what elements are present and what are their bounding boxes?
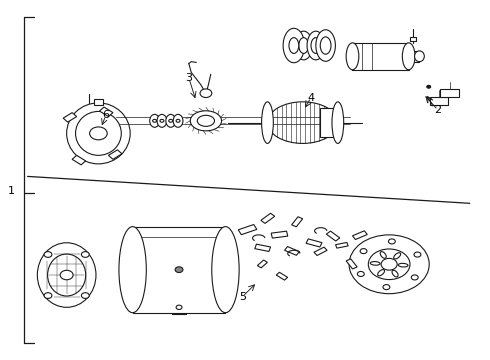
Bar <box>261 213 275 224</box>
Bar <box>108 150 122 159</box>
Circle shape <box>153 120 157 122</box>
Bar <box>352 43 409 70</box>
Ellipse shape <box>283 28 305 63</box>
Bar <box>271 231 288 238</box>
Circle shape <box>169 120 172 122</box>
Ellipse shape <box>295 31 313 60</box>
Text: 4: 4 <box>307 93 315 103</box>
Ellipse shape <box>173 114 183 127</box>
Ellipse shape <box>311 38 320 53</box>
Circle shape <box>44 252 52 257</box>
Bar <box>238 225 257 235</box>
Ellipse shape <box>299 38 309 53</box>
Text: 1: 1 <box>8 186 15 196</box>
Circle shape <box>81 293 89 298</box>
Circle shape <box>90 127 107 140</box>
Ellipse shape <box>48 254 86 296</box>
Ellipse shape <box>320 37 331 54</box>
Bar <box>430 97 448 105</box>
Ellipse shape <box>415 51 424 62</box>
Circle shape <box>381 258 397 270</box>
Ellipse shape <box>394 253 401 259</box>
Circle shape <box>360 249 367 254</box>
Circle shape <box>349 235 429 294</box>
Ellipse shape <box>346 43 359 70</box>
Circle shape <box>176 120 180 122</box>
Bar <box>336 242 348 248</box>
Bar <box>410 37 416 41</box>
Ellipse shape <box>392 270 398 277</box>
Text: 6: 6 <box>102 111 109 121</box>
Ellipse shape <box>370 262 380 265</box>
Circle shape <box>176 305 182 310</box>
Circle shape <box>414 252 421 257</box>
Bar <box>326 231 340 241</box>
Bar <box>255 244 270 251</box>
Ellipse shape <box>119 226 147 313</box>
Ellipse shape <box>268 102 338 143</box>
Ellipse shape <box>289 38 299 53</box>
Ellipse shape <box>150 114 159 127</box>
Ellipse shape <box>402 43 415 70</box>
Circle shape <box>160 120 164 122</box>
Bar <box>276 272 288 280</box>
Ellipse shape <box>197 115 215 126</box>
Ellipse shape <box>262 102 273 143</box>
Bar <box>133 226 225 313</box>
Bar <box>257 260 268 268</box>
Circle shape <box>60 270 73 280</box>
Ellipse shape <box>157 114 167 127</box>
Circle shape <box>175 267 183 273</box>
Ellipse shape <box>190 111 221 131</box>
Bar <box>320 108 336 137</box>
Circle shape <box>427 85 431 88</box>
Circle shape <box>389 239 395 244</box>
Ellipse shape <box>332 102 343 143</box>
Circle shape <box>200 89 212 98</box>
Circle shape <box>368 249 410 280</box>
Ellipse shape <box>398 264 408 267</box>
Ellipse shape <box>75 112 122 155</box>
Bar <box>99 107 113 117</box>
Circle shape <box>411 275 418 280</box>
Bar <box>94 99 103 105</box>
Bar <box>285 247 299 255</box>
Bar <box>292 217 303 227</box>
Bar <box>346 259 357 269</box>
Circle shape <box>81 252 89 257</box>
Bar <box>63 113 76 122</box>
Bar <box>306 239 322 247</box>
Ellipse shape <box>67 103 130 164</box>
Bar <box>441 89 459 97</box>
Text: 3: 3 <box>185 73 192 83</box>
Bar <box>314 247 327 256</box>
Ellipse shape <box>378 270 385 276</box>
Text: 2: 2 <box>435 105 441 115</box>
Ellipse shape <box>316 30 335 61</box>
Ellipse shape <box>307 31 325 60</box>
Circle shape <box>44 293 52 298</box>
Ellipse shape <box>212 226 239 313</box>
Bar <box>72 156 86 165</box>
Bar <box>352 231 368 239</box>
Circle shape <box>383 285 390 290</box>
Ellipse shape <box>166 114 175 127</box>
Bar <box>409 51 419 62</box>
Ellipse shape <box>37 243 96 307</box>
Ellipse shape <box>380 252 386 258</box>
Text: 5: 5 <box>239 292 246 302</box>
Circle shape <box>357 271 364 276</box>
